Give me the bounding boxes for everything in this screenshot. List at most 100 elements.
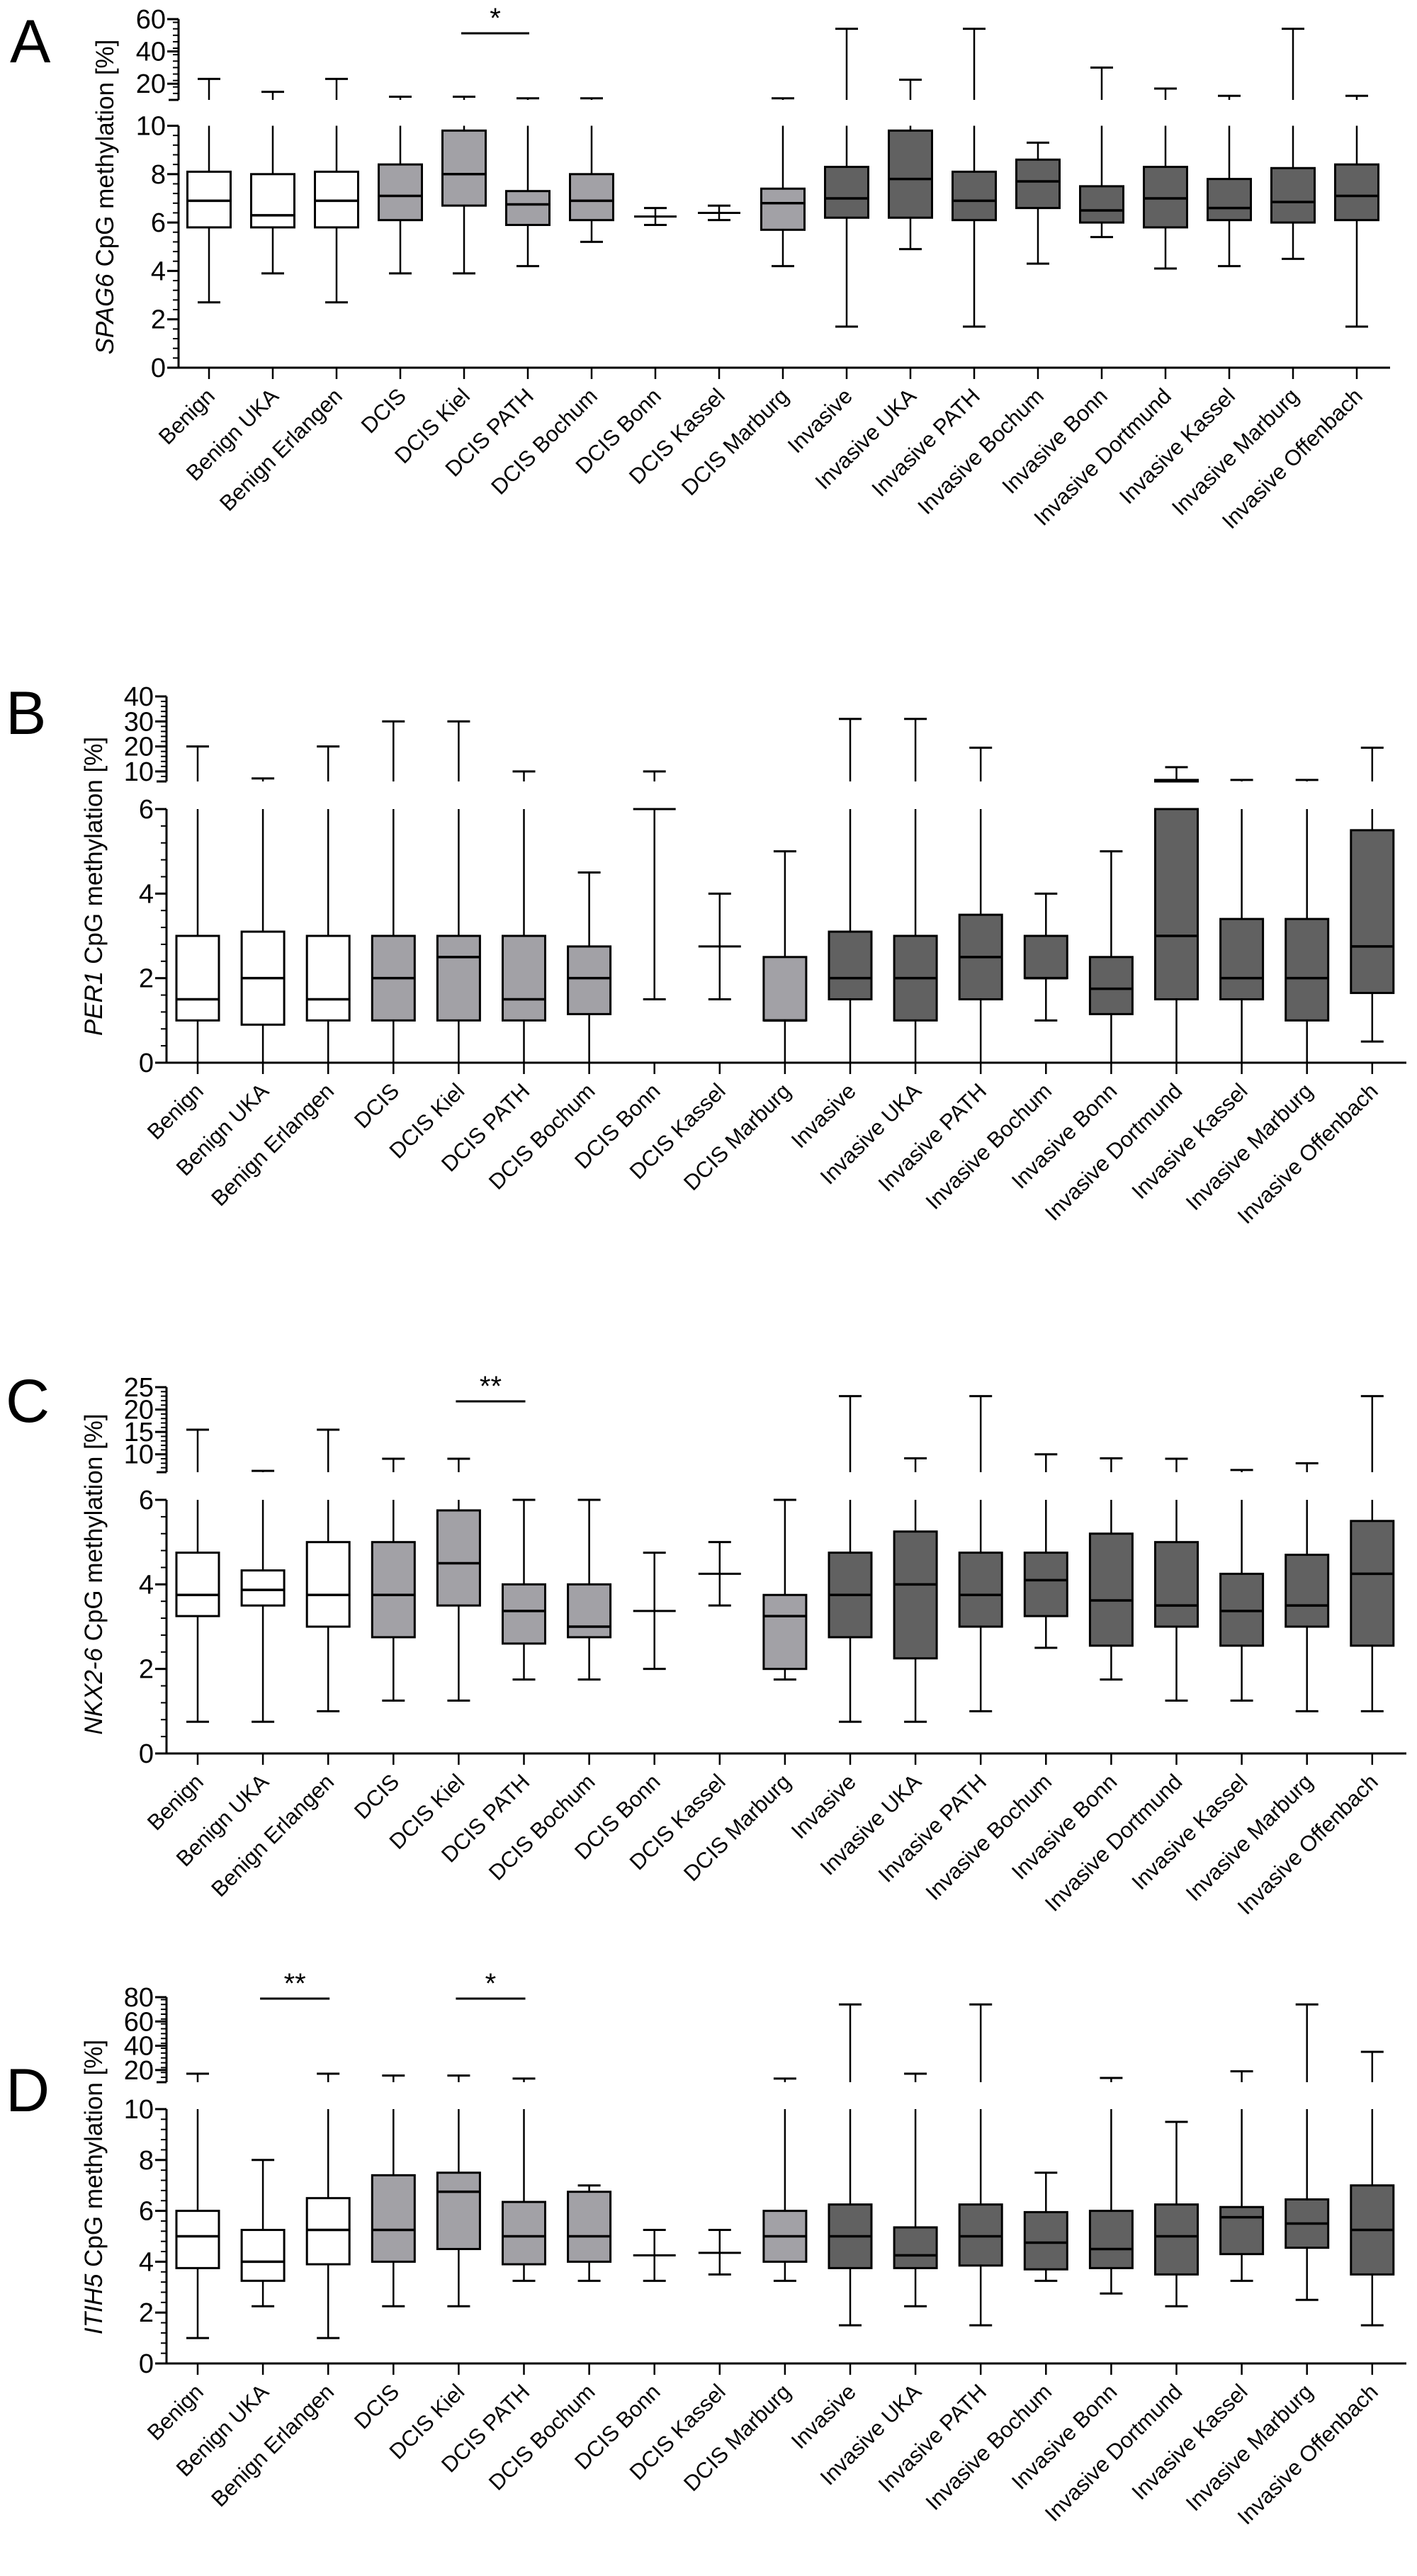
y-tick-label: 2 bbox=[139, 964, 154, 994]
box-iqr bbox=[371, 1541, 416, 1639]
box-invasive-dortmund bbox=[1154, 2120, 1199, 2307]
box-iqr bbox=[1015, 158, 1061, 210]
y-axis-label: PER1 CpG methylation [%] bbox=[80, 737, 108, 1036]
box-iqr bbox=[436, 934, 481, 1022]
y-tick-label: 6 bbox=[139, 795, 154, 825]
y-tick-label: 0 bbox=[139, 1739, 154, 1769]
box-iqr bbox=[888, 129, 933, 219]
y-tick-label: 40 bbox=[124, 682, 154, 712]
box-iqr bbox=[305, 934, 351, 1022]
box-dcis-bonn bbox=[633, 1552, 676, 1671]
box-dcis-path bbox=[505, 97, 551, 268]
box-invasive-path bbox=[958, 1395, 1003, 1712]
box-benign-uka bbox=[240, 1469, 286, 1723]
box-iqr bbox=[1079, 185, 1124, 224]
y-tick-label: 4 bbox=[139, 879, 154, 909]
box-dcis-kassel bbox=[698, 1541, 741, 1607]
box-dcis-bochum bbox=[569, 97, 614, 243]
box-invasive-dortmund bbox=[1154, 766, 1199, 1064]
box-iqr bbox=[893, 1530, 938, 1660]
y-tick-label: 4 bbox=[139, 1570, 154, 1600]
y-tick-label: 20 bbox=[136, 69, 166, 99]
box-dcis-bochum bbox=[567, 2184, 612, 2282]
x-tick-label: DCIS bbox=[356, 383, 411, 438]
box-iqr bbox=[250, 173, 295, 229]
x-tick-label: Invasive Kassel bbox=[1114, 383, 1240, 509]
box-dcis bbox=[378, 95, 423, 275]
box-invasive-offenbach bbox=[1334, 94, 1379, 328]
box-benign bbox=[175, 745, 220, 1064]
y-axis-label-gene: NKX2-6 bbox=[80, 1648, 108, 1735]
y-tick-label: 40 bbox=[124, 2032, 154, 2062]
box-invasive-path bbox=[958, 2003, 1003, 2327]
significance-label: ** bbox=[284, 1968, 306, 1999]
box-dcis-bonn bbox=[633, 2229, 676, 2282]
box-iqr bbox=[502, 934, 546, 1022]
box-iqr bbox=[1219, 1572, 1265, 1647]
box-benign-erlangen bbox=[305, 1428, 351, 1712]
y-tick-label: 10 bbox=[124, 2095, 154, 2125]
box-iqr bbox=[569, 173, 614, 222]
box-iqr bbox=[1088, 1532, 1134, 1647]
box-iqr bbox=[1023, 1552, 1068, 1617]
box-benign bbox=[175, 2072, 220, 2339]
box-dcis bbox=[371, 720, 416, 1064]
box-dcis bbox=[371, 1457, 416, 1702]
box-iqr bbox=[958, 2203, 1003, 2267]
box-invasive-dortmund bbox=[1154, 1457, 1199, 1702]
box-invasive-marburg bbox=[1270, 28, 1316, 260]
box-iqr bbox=[828, 930, 873, 1000]
box-benign-uka bbox=[250, 91, 295, 275]
box-iqr bbox=[371, 2174, 416, 2263]
box-dcis-kiel bbox=[436, 2074, 481, 2307]
box-invasive-bochum bbox=[1023, 1453, 1068, 1649]
box-iqr bbox=[1088, 956, 1134, 1015]
box-dcis-path bbox=[502, 1498, 546, 1681]
panel-letter: A bbox=[10, 8, 51, 76]
x-tick-label: Invasive Kassel bbox=[1127, 1078, 1252, 1204]
panel-letter: B bbox=[6, 679, 46, 747]
x-tick-label: Benign Erlangen bbox=[206, 2379, 339, 2512]
box-invasive-marburg bbox=[1285, 779, 1330, 1064]
box-iqr bbox=[441, 129, 487, 207]
y-tick-label: 15 bbox=[124, 1418, 154, 1447]
box-iqr-lower bbox=[1154, 808, 1199, 1000]
x-tick-label: Benign Erlangen bbox=[206, 1078, 339, 1211]
box-iqr bbox=[1023, 2210, 1068, 2271]
y-tick-label: 4 bbox=[139, 2247, 154, 2277]
box-dcis-bonn bbox=[633, 770, 676, 1000]
box-iqr bbox=[305, 2197, 351, 2266]
y-tick-label: 0 bbox=[151, 354, 166, 383]
box-iqr bbox=[305, 1541, 351, 1628]
panel-letter: C bbox=[6, 1367, 50, 1435]
y-tick-label: 8 bbox=[139, 2146, 154, 2176]
box-invasive-offenbach bbox=[1350, 1395, 1395, 1712]
y-axis-label: ITIH5 CpG methylation [%] bbox=[80, 2040, 108, 2334]
y-axis-label: NKX2-6 CpG methylation [%] bbox=[80, 1413, 108, 1734]
y-tick-label: 10 bbox=[124, 757, 154, 787]
box-invasive-path bbox=[952, 28, 997, 328]
y-axis-label-gene: SPAG6 bbox=[91, 273, 119, 355]
box-iqr bbox=[378, 163, 423, 222]
significance-label: * bbox=[485, 1968, 497, 1999]
box-invasive-bonn bbox=[1088, 850, 1134, 1064]
box-iqr bbox=[1285, 917, 1330, 1022]
y-axis-label-gene: PER1 bbox=[80, 971, 108, 1036]
x-tick-label: DCIS bbox=[349, 1769, 404, 1824]
y-tick-label: 30 bbox=[124, 707, 154, 737]
y-tick-label: 2 bbox=[139, 1655, 154, 1685]
x-tick-label: Benign bbox=[142, 2379, 208, 2445]
box-dcis-kiel bbox=[436, 720, 481, 1064]
box-iqr bbox=[567, 1583, 612, 1639]
box-iqr bbox=[1154, 2203, 1199, 2276]
box-invasive-bonn bbox=[1079, 66, 1124, 239]
box-iqr bbox=[240, 2229, 286, 2282]
box-dcis-marburg bbox=[760, 97, 806, 268]
y-tick-label: 10 bbox=[136, 112, 166, 142]
box-iqr bbox=[502, 1583, 546, 1645]
y-tick-label: 20 bbox=[124, 2056, 154, 2086]
y-tick-label: 8 bbox=[151, 160, 166, 190]
y-axis-label-text: CpG methylation [%] bbox=[80, 737, 108, 971]
